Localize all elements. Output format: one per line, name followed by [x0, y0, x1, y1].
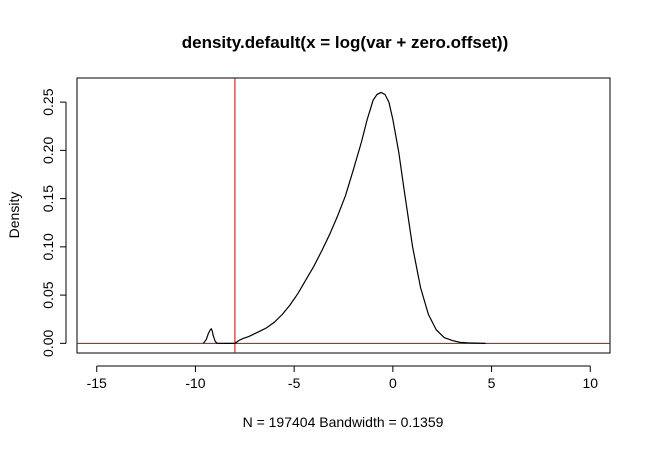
x-tick-label: -5: [288, 375, 301, 391]
y-tick-label: 0.15: [40, 185, 56, 212]
x-tick-label: -10: [185, 375, 205, 391]
y-tick-label: 0.10: [40, 233, 56, 260]
y-tick-label: 0.00: [40, 330, 56, 357]
chart-title: density.default(x = log(var + zero.offse…: [182, 33, 509, 52]
density-curve: [202, 91, 486, 344]
x-axis: -15 -10 -5 0 5 10: [87, 365, 598, 391]
y-axis: 0.00 0.05 0.10 0.15 0.20 0.25: [40, 88, 67, 357]
y-axis-label: Density: [6, 192, 22, 239]
x-tick-label: 5: [488, 375, 496, 391]
plot-frame: [76, 77, 611, 354]
x-tick-label: 10: [582, 375, 598, 391]
x-tick-label: 0: [389, 375, 397, 391]
y-tick-label: 0.25: [40, 88, 56, 115]
x-axis-label: N = 197404 Bandwidth = 0.1359: [243, 414, 444, 430]
y-tick-label: 0.05: [40, 281, 56, 308]
y-tick-label: 0.20: [40, 137, 56, 164]
x-tick-label: -15: [87, 375, 107, 391]
